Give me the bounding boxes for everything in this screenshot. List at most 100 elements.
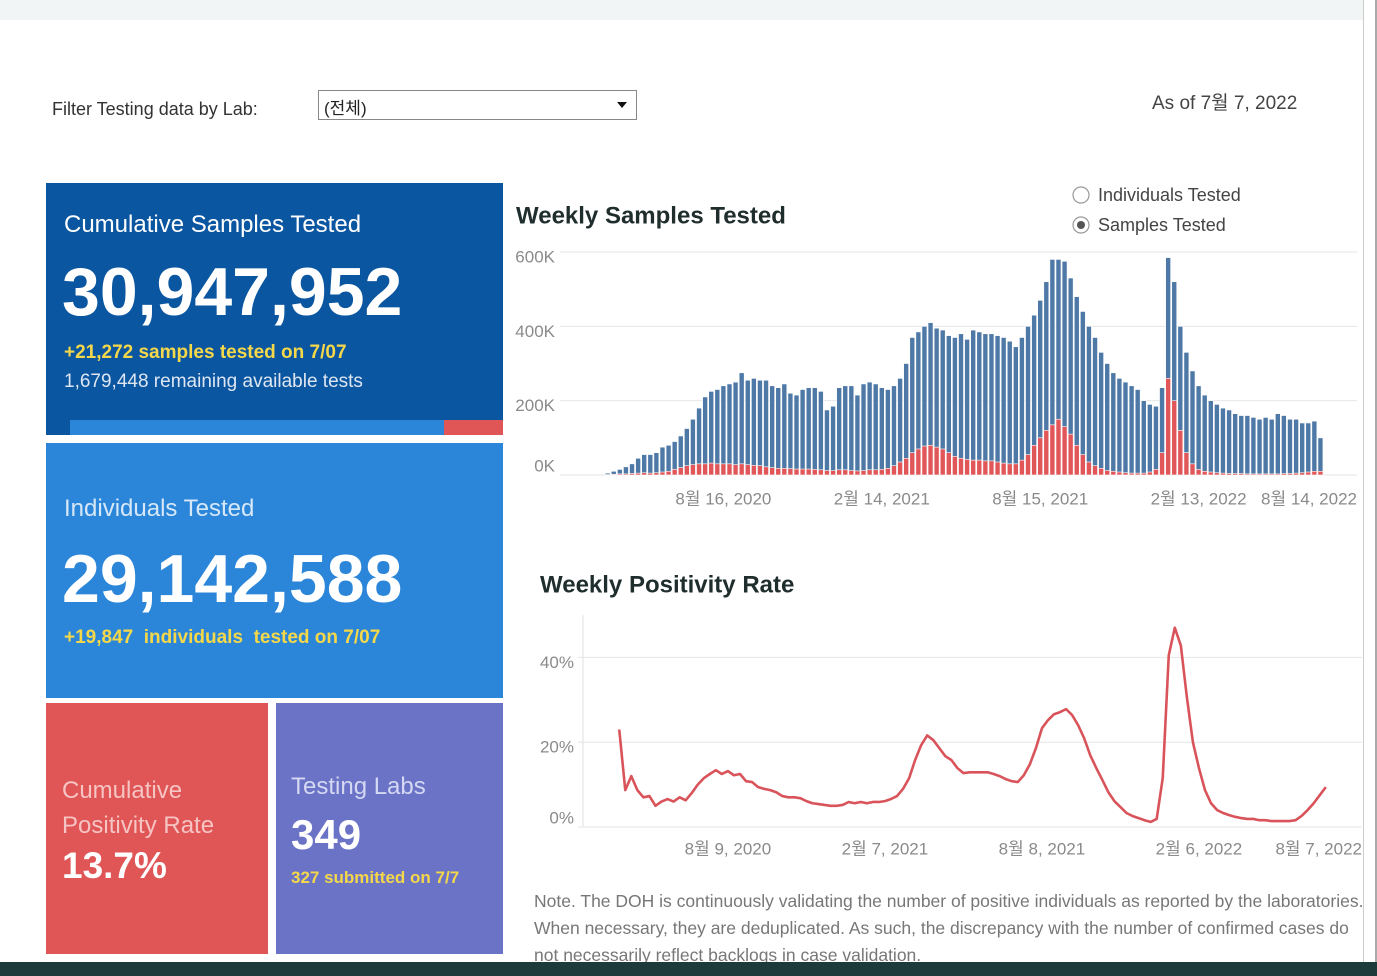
- bar: [659, 446, 666, 476]
- bar: [1207, 400, 1214, 476]
- bar: [830, 470, 836, 476]
- bar: [976, 331, 983, 476]
- bar: [696, 463, 702, 476]
- bar: [921, 445, 928, 476]
- bar: [769, 385, 775, 476]
- bar: [647, 454, 654, 476]
- bar: [1275, 473, 1281, 476]
- bar: [1110, 470, 1117, 476]
- bar: [1086, 326, 1092, 476]
- bar: [964, 459, 970, 476]
- bar: [836, 469, 842, 476]
- progress-bar: [70, 420, 444, 435]
- bar: [1153, 469, 1159, 476]
- bar: [1006, 340, 1013, 476]
- bar: [988, 333, 995, 476]
- bar: [952, 456, 958, 476]
- bar: [1281, 473, 1287, 476]
- y-tick-label: 400K: [515, 322, 555, 341]
- bar: [1287, 418, 1293, 476]
- bar: [1281, 415, 1287, 476]
- bar: [805, 387, 812, 476]
- bar: [879, 469, 885, 476]
- bar: [1238, 473, 1245, 476]
- radio-option[interactable]: Samples Tested: [1072, 215, 1226, 235]
- bar: [629, 473, 635, 476]
- radio-button[interactable]: [1072, 186, 1090, 204]
- bar: [885, 468, 891, 476]
- bar: [751, 378, 757, 476]
- bar: [641, 472, 647, 476]
- bar: [848, 470, 855, 476]
- chart-title: Weekly Samples Tested: [516, 202, 786, 229]
- bar: [909, 452, 916, 476]
- bar: [897, 378, 903, 476]
- bar: [1000, 337, 1007, 476]
- bar: [1153, 405, 1159, 476]
- bar: [879, 387, 885, 476]
- bar: [1092, 465, 1098, 476]
- bar: [805, 468, 812, 476]
- x-tick-label: 8월 8, 2021: [999, 839, 1086, 858]
- radio-option[interactable]: Individuals Tested: [1072, 185, 1241, 205]
- bar: [744, 464, 751, 476]
- bar: [970, 329, 976, 476]
- bar: [757, 465, 763, 476]
- bar: [1232, 413, 1238, 476]
- bar: [1049, 424, 1056, 476]
- bar: [1013, 463, 1019, 476]
- bar: [891, 465, 897, 476]
- bar: [872, 383, 879, 476]
- bottom-bar: [0, 962, 1377, 976]
- bar: [1000, 462, 1007, 476]
- bar: [720, 385, 727, 476]
- radio-label[interactable]: Individuals Tested: [1098, 185, 1241, 205]
- bar: [1238, 415, 1245, 476]
- bar: [1262, 473, 1269, 476]
- kpi-title: Individuals Tested: [64, 495, 255, 522]
- bar: [787, 392, 794, 476]
- bar: [982, 333, 989, 476]
- bar: [811, 469, 818, 476]
- bar: [799, 468, 806, 476]
- bar: [635, 457, 641, 476]
- filter-dropdown[interactable]: (전체): [318, 90, 637, 120]
- bar: [665, 444, 672, 476]
- bar: [811, 387, 818, 476]
- bar: [1226, 473, 1232, 476]
- bar: [623, 473, 629, 476]
- bar: [610, 473, 617, 476]
- bar: [836, 387, 842, 476]
- bar: [1019, 337, 1025, 476]
- bar: [1043, 430, 1050, 476]
- bar: [1244, 415, 1251, 476]
- bar: [793, 468, 800, 476]
- bar: [1305, 422, 1312, 476]
- radio-label[interactable]: Samples Tested: [1098, 215, 1226, 235]
- top-strip: [0, 0, 1363, 20]
- bar: [1031, 444, 1037, 476]
- bar: [866, 469, 873, 476]
- y-tick-label: 40%: [540, 653, 574, 672]
- bar: [1128, 472, 1135, 476]
- bar: [1275, 413, 1281, 476]
- bar: [659, 471, 666, 476]
- bar: [1104, 470, 1111, 476]
- bar: [1183, 452, 1190, 476]
- bar: [1256, 473, 1263, 476]
- bar: [775, 387, 782, 476]
- bar: [1220, 472, 1226, 476]
- bar: [1013, 346, 1019, 476]
- kpi-tile: Individuals Tested 29,142,588 +19,847 in…: [46, 443, 503, 698]
- bar: [824, 470, 830, 476]
- bar: [732, 464, 739, 476]
- bar: [1299, 472, 1305, 476]
- bar: [1195, 385, 1202, 476]
- kpi-tile: Testing Labs 349 327 submitted on 7/7: [276, 703, 503, 954]
- bar: [714, 389, 721, 476]
- bar: [1177, 430, 1184, 476]
- bar: [641, 454, 647, 476]
- bar: [1116, 471, 1123, 476]
- bar: [653, 452, 660, 476]
- bar: [720, 463, 727, 476]
